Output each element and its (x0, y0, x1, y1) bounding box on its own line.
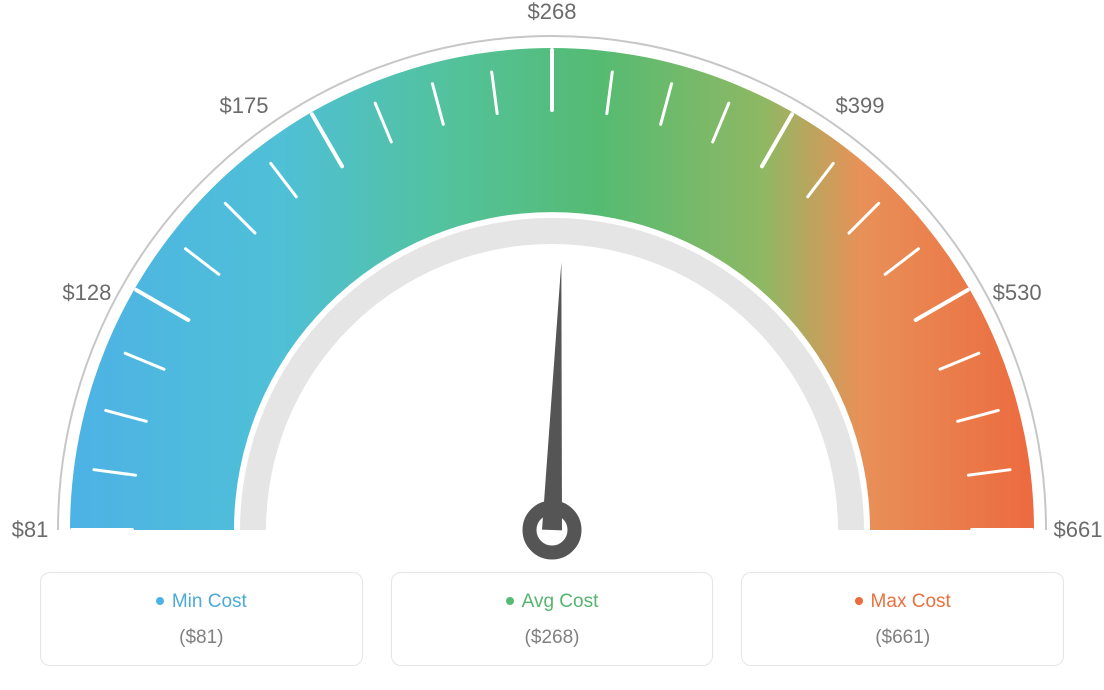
scale-label: $661 (1054, 517, 1103, 543)
gauge: $81 $128 $175 $268 $399 $530 $661 (0, 0, 1104, 560)
legend-card: Min Cost ($81) (40, 572, 363, 666)
scale-label: $81 (12, 517, 49, 543)
legend-dot-icon (156, 597, 164, 605)
scale-label: $268 (528, 0, 577, 25)
legend-value: ($81) (51, 627, 352, 649)
legend-title-text: Min Cost (172, 591, 247, 612)
legend-dot-icon (855, 597, 863, 605)
legend-row: Min Cost ($81) Avg Cost ($268) Max Cost ($661… (40, 572, 1064, 666)
legend-value: ($268) (402, 627, 703, 649)
legend-card: Max Cost ($661) (741, 572, 1064, 666)
scale-label: $128 (62, 280, 111, 306)
legend-title-text: Max Cost (871, 591, 951, 612)
scale-label: $399 (836, 93, 885, 119)
legend-title: Min Cost (51, 591, 352, 613)
scale-label: $175 (220, 93, 269, 119)
legend-title: Max Cost (752, 591, 1053, 613)
gauge-chart-container: $81 $128 $175 $268 $399 $530 $661 Min Cost ($81… (0, 0, 1104, 690)
legend-card: Avg Cost ($268) (391, 572, 714, 666)
legend-dot-icon (506, 597, 514, 605)
gauge-svg (0, 0, 1104, 560)
legend-title-text: Avg Cost (522, 591, 599, 612)
legend-value: ($661) (752, 627, 1053, 649)
scale-label: $530 (993, 280, 1042, 306)
legend-title: Avg Cost (402, 591, 703, 613)
